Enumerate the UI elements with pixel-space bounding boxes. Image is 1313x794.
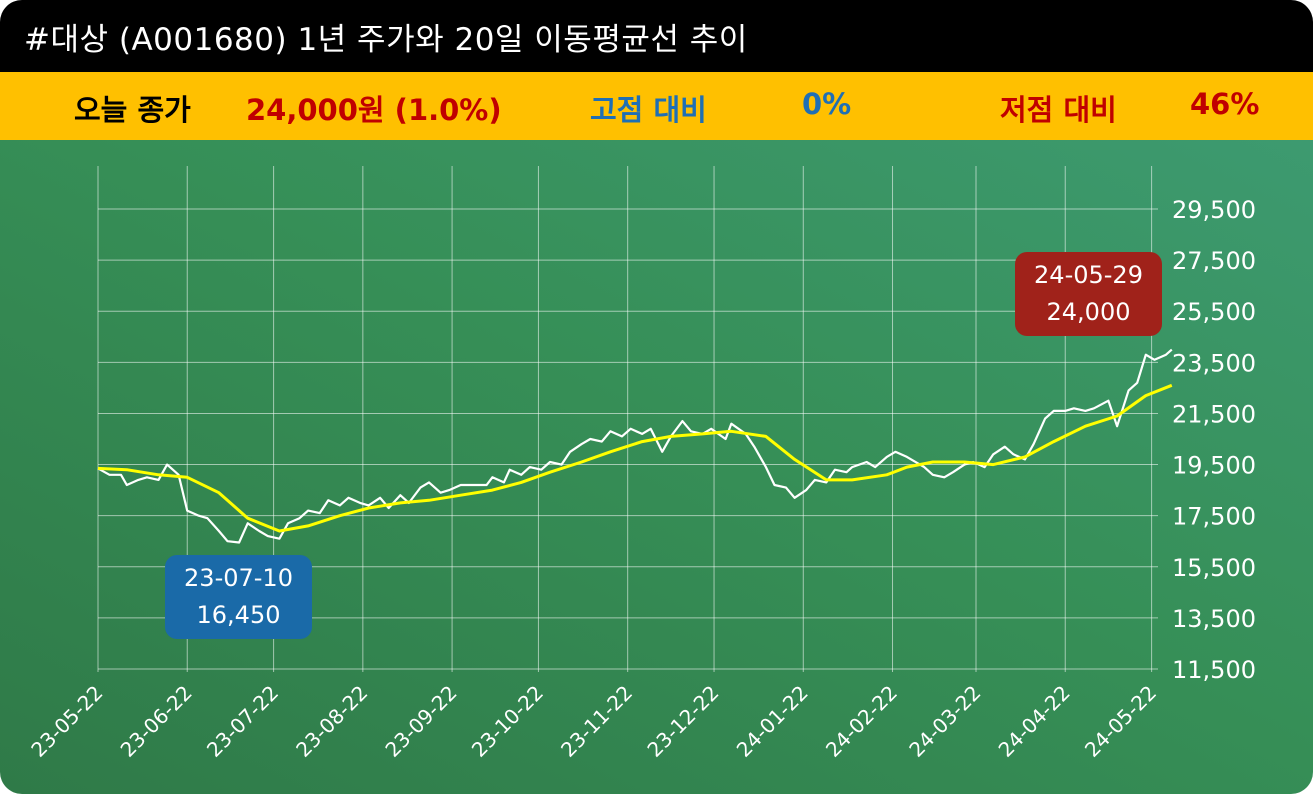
chart-svg: 11,500 13,500 15,500 17,500 19,500 21,500 23,5… <box>26 166 1256 762</box>
price-line <box>97 348 1173 544</box>
y-tick-label: 11,500 <box>1172 656 1256 684</box>
y-tick-label: 29,500 <box>1172 196 1256 224</box>
x-tick-label: 24-02-22 <box>821 681 902 762</box>
x-tick-label: 24-04-22 <box>994 681 1075 762</box>
x-tick-label: 23-09-22 <box>380 681 461 762</box>
low-compare-label: 저점 대비 <box>1000 93 1117 127</box>
y-tick-label: 13,500 <box>1172 605 1256 633</box>
x-tick-label: 23-11-22 <box>556 681 637 762</box>
y-tick-label: 25,500 <box>1172 298 1256 326</box>
x-tick-label: 24-01-22 <box>732 681 813 762</box>
x-tick-label: 23-10-22 <box>467 681 548 762</box>
y-tick-label: 21,500 <box>1172 400 1256 428</box>
y-tick-label: 15,500 <box>1172 554 1256 582</box>
y-tick-label: 17,500 <box>1172 503 1256 531</box>
low-compare-value: 46% <box>1190 87 1260 121</box>
close-label: 오늘 종가 <box>74 93 191 127</box>
x-tick-label: 23-06-22 <box>116 681 197 762</box>
y-tick-label: 19,500 <box>1172 452 1256 480</box>
high-callout-date: 24-05-29 <box>1034 261 1143 289</box>
high-callout-value: 24,000 <box>1046 298 1131 326</box>
moving-average-line <box>97 383 1173 533</box>
high-callout: 24-05-29 24,000 <box>1015 252 1162 336</box>
low-callout-date: 23-07-10 <box>184 564 293 592</box>
x-tick-label: 23-08-22 <box>291 681 372 762</box>
x-tick-label: 23-12-22 <box>642 681 723 762</box>
info-bar: 오늘 종가 24,000원 (1.0%) 고점 대비 0% 저점 대비 46% <box>0 72 1313 140</box>
y-tick-label: 27,500 <box>1172 247 1256 275</box>
y-tick-label: 23,500 <box>1172 349 1256 377</box>
low-callout-value: 16,450 <box>196 601 281 629</box>
title-bar: #대상 (A001680) 1년 주가와 20일 이동평균선 추이 <box>0 0 1313 72</box>
chart-title: #대상 (A001680) 1년 주가와 20일 이동평균선 추이 <box>24 22 748 58</box>
x-tick-label: 23-05-22 <box>26 681 107 762</box>
low-callout: 23-07-10 16,450 <box>165 555 312 639</box>
x-tick-label: 24-03-22 <box>904 681 985 762</box>
x-tick-label: 23-07-22 <box>202 681 283 762</box>
high-compare-label: 고점 대비 <box>590 93 707 127</box>
high-compare-value: 0% <box>802 87 852 121</box>
x-tick-label: 24-05-22 <box>1080 681 1161 762</box>
plot-area: 11,500 13,500 15,500 17,500 19,500 21,500 23,5… <box>0 140 1313 794</box>
close-value: 24,000원 (1.0%) <box>246 93 502 127</box>
